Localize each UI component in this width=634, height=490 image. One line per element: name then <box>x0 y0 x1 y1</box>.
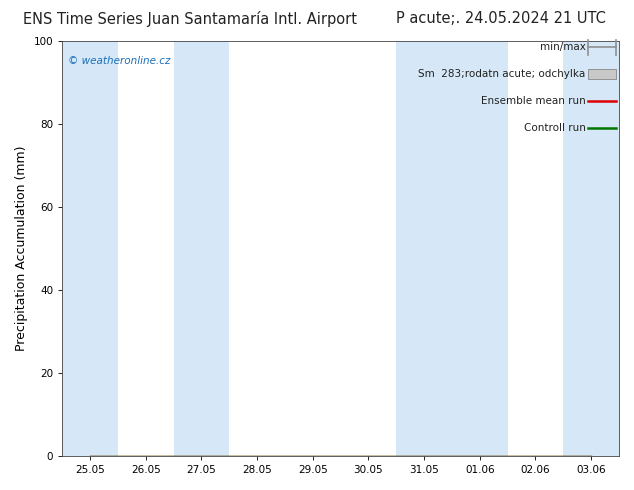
Text: Sm  283;rodatn acute; odchylka: Sm 283;rodatn acute; odchylka <box>418 69 586 79</box>
Text: Controll run: Controll run <box>524 123 586 133</box>
Text: min/max: min/max <box>540 42 586 52</box>
Bar <box>396 41 452 456</box>
Bar <box>588 69 616 79</box>
Bar <box>174 41 230 456</box>
Bar <box>452 41 508 456</box>
Bar <box>564 41 619 456</box>
Text: © weatheronline.cz: © weatheronline.cz <box>68 55 171 66</box>
Text: ENS Time Series Juan Santamaría Intl. Airport: ENS Time Series Juan Santamaría Intl. Ai… <box>23 11 357 27</box>
Bar <box>62 41 118 456</box>
Text: P acute;. 24.05.2024 21 UTC: P acute;. 24.05.2024 21 UTC <box>396 11 606 26</box>
Y-axis label: Precipitation Accumulation (mm): Precipitation Accumulation (mm) <box>15 146 28 351</box>
Text: Ensemble mean run: Ensemble mean run <box>481 96 586 106</box>
